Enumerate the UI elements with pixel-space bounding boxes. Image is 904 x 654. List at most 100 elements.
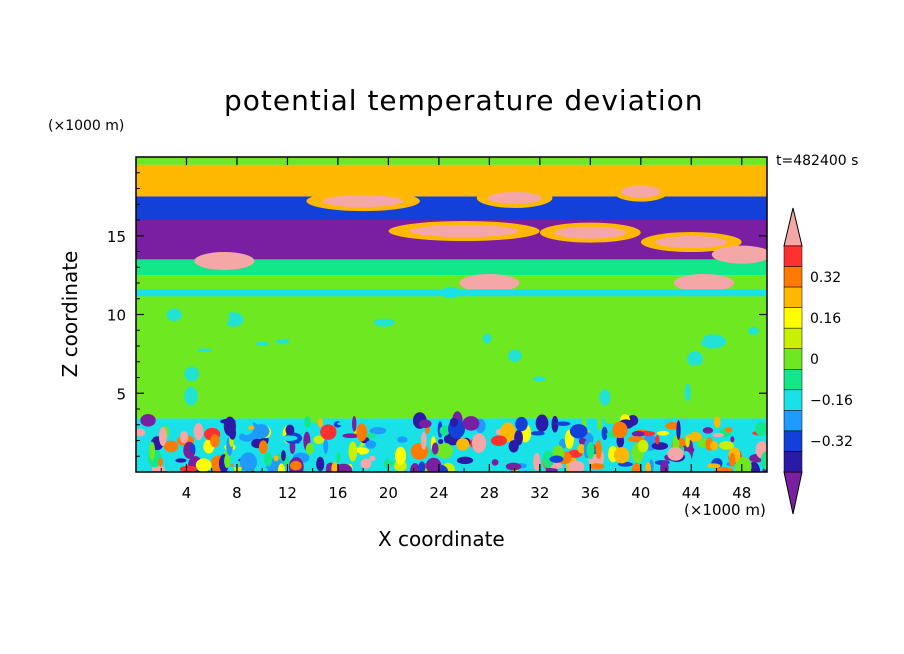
heatmap-patch — [679, 423, 695, 435]
heatmap-patch — [401, 398, 427, 412]
heatmap-patch — [322, 375, 340, 389]
heatmap-band — [136, 164, 767, 197]
heatmap-patch — [367, 432, 377, 439]
colorbar-segment — [783, 451, 803, 473]
heatmap-patch — [662, 304, 681, 323]
heatmap-patch — [435, 442, 454, 459]
heatmap-patch — [508, 349, 522, 363]
x-axis: 4 8 12 16 20 24 28 32 36 40 44 48 — [160, 157, 751, 502]
heatmap-patch — [370, 460, 379, 469]
heatmap-patch — [367, 399, 385, 407]
heatmap-patch — [252, 424, 270, 439]
heatmap-patch — [184, 366, 200, 382]
heatmap-patch — [323, 439, 329, 454]
heatmap-patch — [456, 438, 470, 451]
heatmap-patch — [655, 435, 660, 445]
heatmap-patch — [373, 318, 395, 327]
heatmap-patch — [439, 425, 450, 436]
heatmap-patch — [595, 440, 602, 459]
heatmap-patch — [711, 245, 767, 264]
heatmap-patch — [599, 389, 611, 406]
heatmap-patch — [676, 420, 681, 440]
x-tick-label: 32 — [530, 484, 549, 502]
x-tick-label: 8 — [232, 484, 242, 502]
heatmap-patch — [306, 360, 318, 377]
heatmap-patch — [158, 457, 163, 467]
heatmap-patch — [709, 440, 719, 451]
heatmap-patch — [631, 462, 642, 472]
heatmap-patch — [240, 418, 254, 436]
heatmap-patch — [140, 414, 156, 427]
heatmap-patch — [687, 351, 704, 367]
heatmap-patch — [712, 432, 724, 438]
heatmap-patch — [707, 348, 732, 360]
heatmap-patch — [438, 438, 444, 445]
colorbar-tick-label: −0.32 — [810, 434, 853, 450]
heatmap-patch — [691, 316, 705, 333]
heatmap-patch — [286, 356, 303, 366]
colorbar-segment — [783, 430, 803, 452]
heatmap-patch — [385, 367, 408, 379]
heatmap-patch — [749, 346, 767, 361]
heatmap-patch — [532, 376, 546, 382]
heatmap-patch — [431, 442, 439, 455]
heatmap-patch — [733, 303, 758, 311]
heatmap-patch — [715, 466, 733, 472]
heatmap-patch — [410, 462, 421, 472]
heatmap-patch — [369, 455, 376, 462]
heatmap-patch — [440, 346, 447, 361]
heatmap-patch — [163, 440, 179, 453]
heatmap-patch — [505, 462, 522, 471]
heatmap-patch — [631, 430, 645, 437]
heatmap-patch — [289, 460, 302, 471]
heatmap-patch — [542, 450, 554, 469]
heatmap-patch — [369, 427, 387, 435]
colorbar-segment — [783, 266, 803, 288]
heatmap-patch — [508, 440, 519, 453]
heatmap-patch — [756, 318, 766, 334]
heatmap-patch — [530, 431, 545, 436]
x-tick-label: 24 — [429, 484, 448, 502]
heatmap-patch — [610, 323, 620, 331]
heatmap-patch — [418, 419, 432, 429]
heatmap-patch — [702, 427, 714, 434]
heatmap-patch — [622, 349, 643, 366]
heatmap-patch — [331, 461, 339, 472]
colorbar-segment — [783, 389, 803, 411]
colorbar-tick-label: 0.16 — [810, 311, 841, 327]
heatmap-patch — [196, 355, 208, 366]
heatmap-patch — [628, 312, 641, 327]
heatmap-patch — [724, 400, 738, 406]
colorbar-tick-label: −0.16 — [810, 393, 853, 409]
heatmap-patch — [179, 465, 198, 472]
heatmap-patch — [317, 418, 323, 428]
colorbar-segment — [783, 245, 803, 267]
heatmap-patch — [258, 440, 268, 454]
heatmap-patch — [136, 289, 767, 297]
heatmap-patch — [373, 299, 383, 317]
heatmap-patch — [685, 437, 690, 448]
heatmap-patch — [211, 307, 230, 327]
heatmap-patch — [755, 421, 767, 436]
heatmap-patch — [136, 428, 146, 437]
y-tick-label: 15 — [107, 228, 126, 246]
heatmap-patch — [194, 251, 255, 270]
x-tick-label: 16 — [328, 484, 347, 502]
colorbar: 0.32 0.16 0 −0.16 −0.32 — [783, 207, 853, 515]
heatmap-patch — [334, 463, 353, 472]
colorbar-segment — [783, 286, 803, 308]
heatmap-patch — [322, 195, 404, 208]
heatmap-patch — [665, 421, 680, 430]
heatmap-patch — [696, 335, 705, 342]
heatmap-patch — [149, 441, 156, 461]
heatmap-patch — [637, 439, 649, 453]
x-tick-label: 12 — [278, 484, 297, 502]
heatmap-patch — [146, 341, 162, 355]
heatmap-patch — [555, 421, 571, 426]
heatmap-patch — [239, 432, 255, 442]
heatmap-band — [136, 259, 767, 276]
heatmap-patch — [441, 335, 450, 344]
heatmap-patch — [280, 435, 298, 441]
heatmap-patch — [441, 402, 454, 415]
x-unit-label: (×1000 m) — [684, 501, 766, 519]
